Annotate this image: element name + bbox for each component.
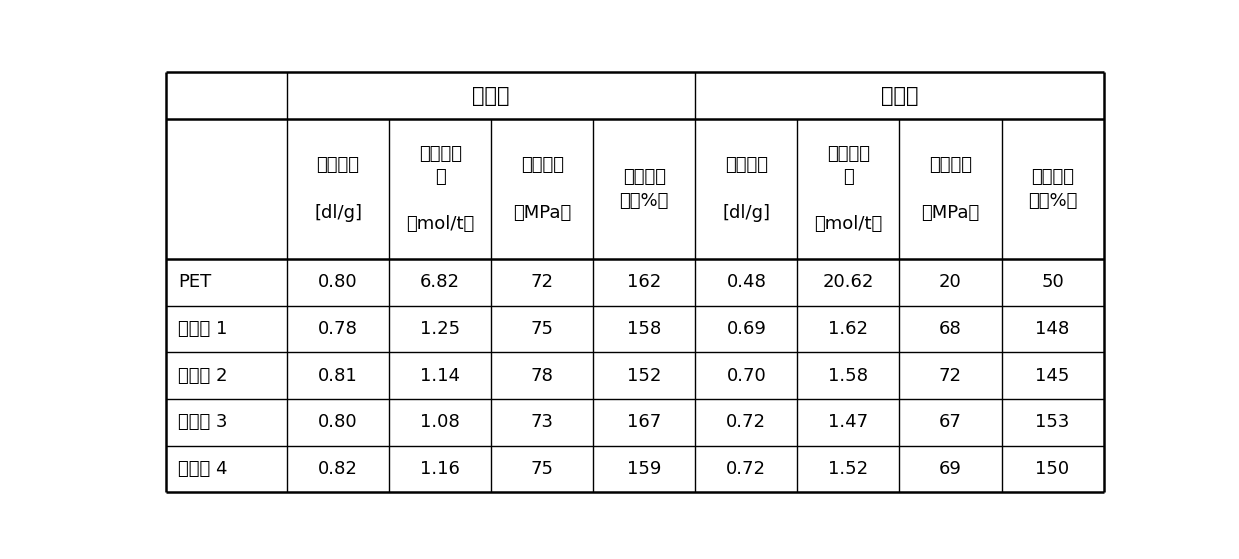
Text: 145: 145	[1036, 367, 1069, 385]
Text: 75: 75	[530, 320, 554, 338]
Text: 0.82: 0.82	[318, 460, 358, 478]
Text: 1.14: 1.14	[420, 367, 460, 385]
Text: 1.16: 1.16	[420, 460, 460, 478]
Text: 158: 158	[627, 320, 662, 338]
Text: 72: 72	[530, 273, 554, 291]
Text: 0.69: 0.69	[726, 320, 766, 338]
Text: 拉伸强度

（MPa）: 拉伸强度 （MPa）	[513, 157, 571, 221]
Text: 167: 167	[627, 413, 662, 432]
Text: 6.82: 6.82	[420, 273, 460, 291]
Text: 20.62: 20.62	[823, 273, 873, 291]
Text: 断裂伸长
率（%）: 断裂伸长 率（%）	[1028, 168, 1077, 210]
Text: 159: 159	[627, 460, 662, 478]
Text: 73: 73	[530, 413, 554, 432]
Text: 特性粘度

[dl/g]: 特性粘度 [dl/g]	[722, 157, 771, 221]
Text: 端羧基含
量

（mol/t）: 端羧基含 量 （mol/t）	[814, 145, 882, 233]
Text: 0.70: 0.70	[726, 367, 766, 385]
Text: 端羧基含
量

（mol/t）: 端羧基含 量 （mol/t）	[406, 145, 475, 233]
Text: 1.62: 1.62	[829, 320, 869, 338]
Text: 1.58: 1.58	[829, 367, 869, 385]
Text: 拉伸强度

（MPa）: 拉伸强度 （MPa）	[922, 157, 980, 221]
Text: 1.52: 1.52	[829, 460, 869, 478]
Text: 153: 153	[1036, 413, 1069, 432]
Text: 0.80: 0.80	[318, 273, 358, 291]
Text: 0.80: 0.80	[318, 413, 358, 432]
Text: 实施例 3: 实施例 3	[178, 413, 228, 432]
Text: 75: 75	[530, 460, 554, 478]
Text: 67: 67	[939, 413, 961, 432]
Text: 断裂伸长
率（%）: 断裂伸长 率（%）	[620, 168, 669, 210]
Text: 69: 69	[939, 460, 961, 478]
Text: 0.78: 0.78	[318, 320, 358, 338]
Text: 实施例 4: 实施例 4	[178, 460, 228, 478]
Text: 148: 148	[1036, 320, 1069, 338]
Text: 0.48: 0.48	[726, 273, 766, 291]
Text: 20: 20	[939, 273, 961, 291]
Text: 50: 50	[1041, 273, 1064, 291]
Text: 72: 72	[939, 367, 961, 385]
Text: 152: 152	[627, 367, 662, 385]
Text: 1.47: 1.47	[829, 413, 869, 432]
Text: 老化前: 老化前	[472, 86, 510, 106]
Text: 150: 150	[1036, 460, 1069, 478]
Text: 0.81: 0.81	[318, 367, 358, 385]
Text: 特性粘度

[dl/g]: 特性粘度 [dl/g]	[313, 157, 362, 221]
Text: PET: PET	[178, 273, 212, 291]
Text: 0.72: 0.72	[726, 460, 767, 478]
Text: 1.08: 1.08	[420, 413, 460, 432]
Text: 0.72: 0.72	[726, 413, 767, 432]
Text: 162: 162	[627, 273, 662, 291]
Text: 68: 68	[939, 320, 961, 338]
Text: 78: 78	[530, 367, 554, 385]
Text: 实施例 1: 实施例 1	[178, 320, 228, 338]
Text: 1.25: 1.25	[420, 320, 460, 338]
Text: 实施例 2: 实施例 2	[178, 367, 228, 385]
Text: 老化后: 老化后	[881, 86, 918, 106]
